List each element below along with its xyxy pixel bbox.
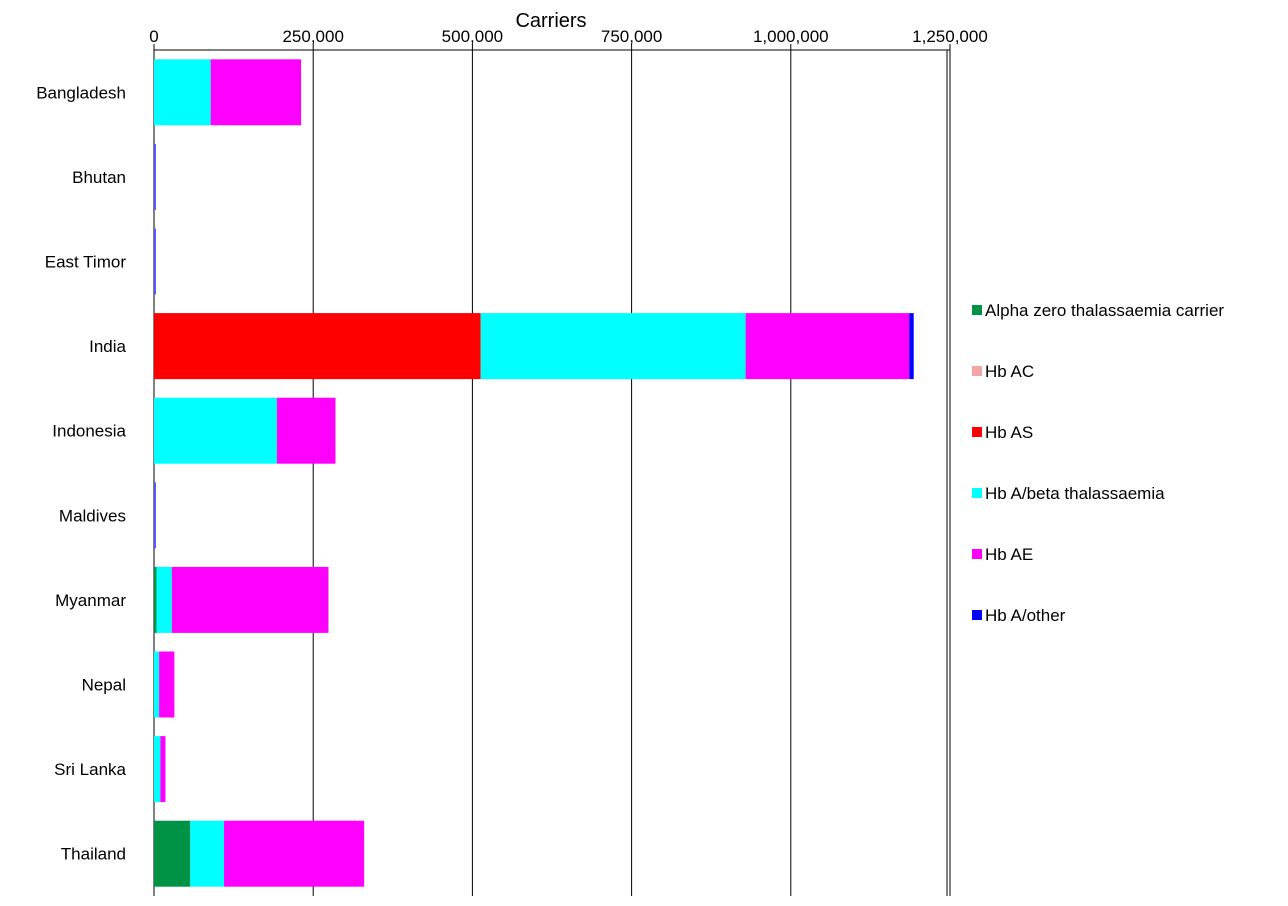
bar-2-5 (154, 228, 156, 295)
x-tick-label-4: 1,000,000 (753, 27, 829, 46)
legend-label-0: Alpha zero thalassaemia carrier (985, 301, 1224, 320)
bar-3-5 (909, 313, 914, 380)
bar-4-4 (276, 397, 336, 464)
legend-label-2: Hb AS (985, 423, 1033, 442)
legend-swatch-1 (972, 366, 982, 376)
bar-0-3 (154, 59, 211, 126)
legend-label-3: Hb A/beta thalassaemia (985, 484, 1165, 503)
x-tick-label-5: 1,250,000 (912, 27, 988, 46)
legend-swatch-2 (972, 427, 982, 437)
category-label-1: Bhutan (72, 168, 126, 187)
bar-6-3 (156, 566, 172, 633)
gridlines (153, 44, 951, 896)
bar-3-3 (480, 313, 746, 380)
category-label-8: Sri Lanka (54, 760, 126, 779)
bar-4-3 (154, 397, 277, 464)
bar-7-4 (159, 651, 175, 718)
category-label-6: Myanmar (55, 591, 126, 610)
x-tick-label-2: 500,000 (442, 27, 503, 46)
x-tick-label-0: 0 (149, 27, 158, 46)
legend-swatch-4 (972, 549, 982, 559)
bar-3-2 (154, 313, 481, 380)
category-label-2: East Timor (45, 253, 127, 272)
legend-label-4: Hb AE (985, 545, 1033, 564)
category-label-9: Thailand (61, 845, 126, 864)
bar-5-5 (154, 482, 156, 549)
x-tick-label-1: 250,000 (282, 27, 343, 46)
x-axis-title: Carriers (515, 10, 586, 32)
category-labels: Bangladesh Bhutan East Timor India Indonesia… (36, 83, 126, 863)
category-label-4: Indonesia (52, 422, 126, 441)
bar-9-4 (224, 820, 365, 887)
bar-0-4 (210, 59, 302, 126)
category-label-5: Maldives (59, 506, 126, 525)
x-tick-label-3: 750,000 (601, 27, 662, 46)
legend-label-5: Hb A/other (985, 606, 1066, 625)
bar-8-3 (154, 736, 161, 803)
bars (154, 59, 914, 887)
legend-label-1: Hb AC (985, 362, 1034, 381)
bar-7-3 (154, 651, 160, 718)
bar-3-4 (745, 313, 910, 380)
category-label-0: Bangladesh (36, 83, 126, 102)
bar-1-5 (154, 143, 156, 210)
category-label-7: Nepal (82, 676, 126, 695)
category-label-3: India (89, 337, 126, 356)
legend-swatch-3 (972, 488, 982, 498)
bar-6-4 (171, 566, 329, 633)
bar-9-3 (190, 820, 225, 887)
x-tick-labels: 0 250,000 500,000 750,000 1,000,000 1,250,000 (149, 27, 988, 46)
bar-9-0 (154, 820, 191, 887)
bar-8-4 (160, 736, 166, 803)
legend-swatch-5 (972, 610, 982, 620)
legend: Alpha zero thalassaemia carrier Hb AC Hb A… (972, 301, 1224, 625)
legend-swatch-0 (972, 305, 982, 315)
axes: Carriers (515, 10, 586, 32)
bar-6-0 (154, 566, 157, 633)
